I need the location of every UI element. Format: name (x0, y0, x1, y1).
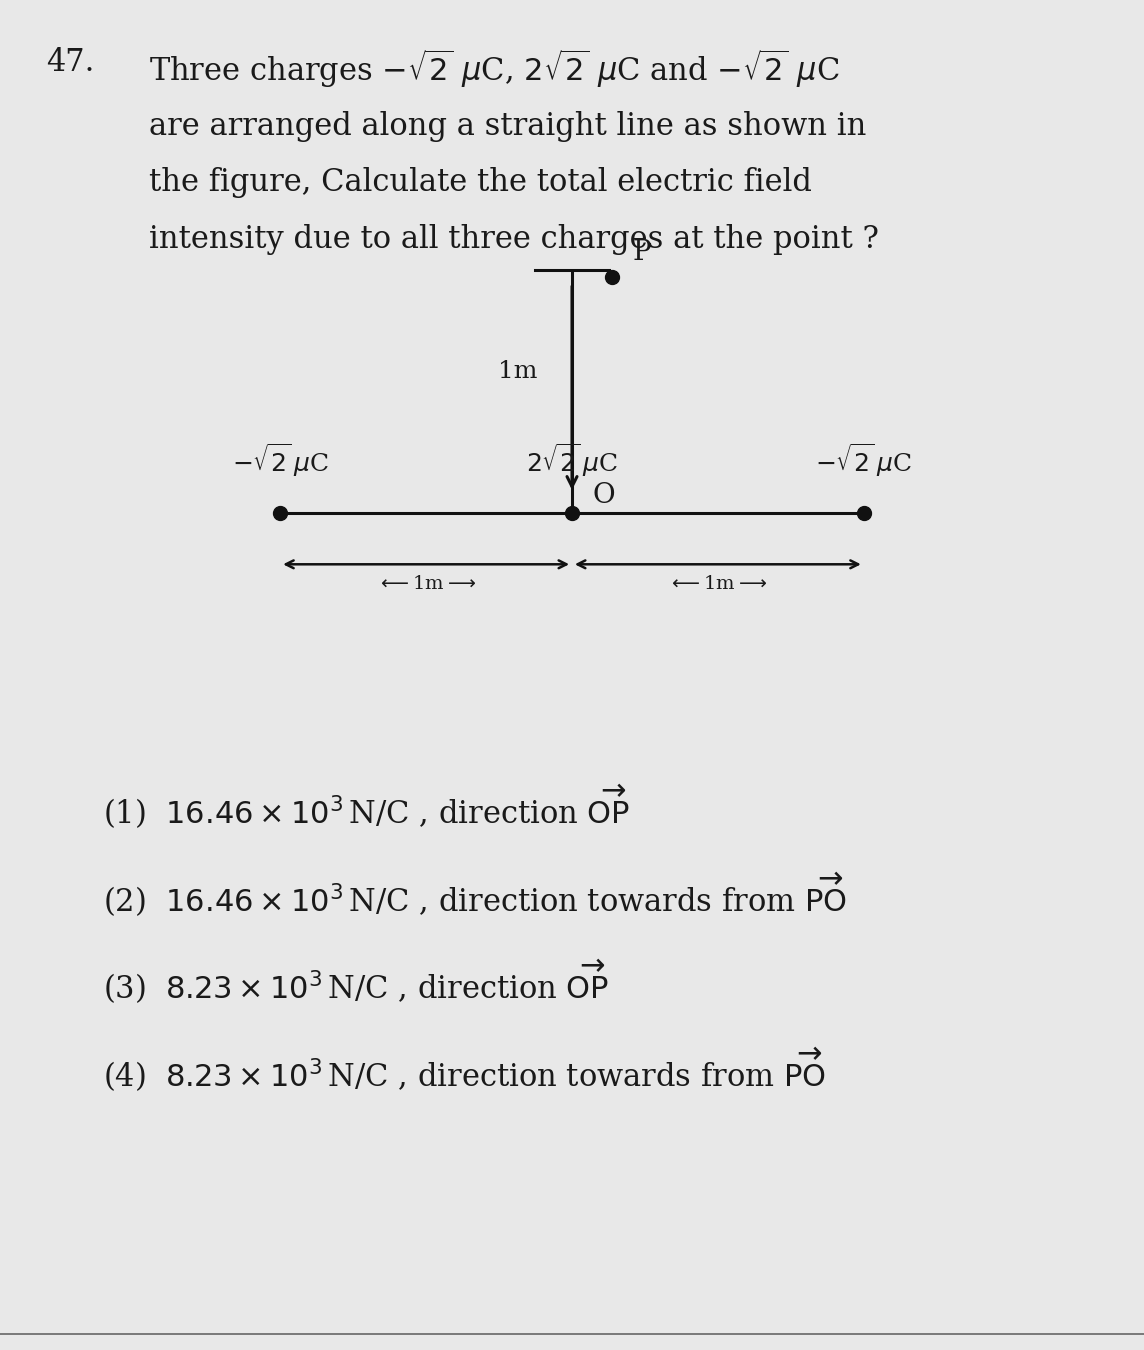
Text: $-\sqrt{2}\,\mu$C: $-\sqrt{2}\,\mu$C (232, 441, 328, 479)
Text: the figure, Calculate the total electric field: the figure, Calculate the total electric… (149, 167, 811, 198)
Point (855, 502, 873, 524)
Text: intensity due to all three charges at the point ?: intensity due to all three charges at th… (149, 224, 879, 255)
Text: $-\sqrt{2}\,\mu$C: $-\sqrt{2}\,\mu$C (816, 441, 912, 479)
Text: (4)  $8.23\times10^3\,$N/C , direction towards from $\overrightarrow{\mathrm{PO}: (4) $8.23\times10^3\,$N/C , direction to… (103, 1046, 826, 1095)
Text: $\longleftarrow$1m$\longrightarrow$: $\longleftarrow$1m$\longrightarrow$ (668, 575, 768, 593)
Text: (1)  $16.46\times10^3\,$N/C , direction $\overrightarrow{\mathrm{OP}}$: (1) $16.46\times10^3\,$N/C , direction $… (103, 783, 630, 832)
Text: (2)  $16.46\times10^3\,$N/C , direction towards from $\overrightarrow{\mathrm{PO: (2) $16.46\times10^3\,$N/C , direction t… (103, 871, 847, 919)
Point (603, 266, 621, 288)
Text: $2\sqrt{2}\,\mu$C: $2\sqrt{2}\,\mu$C (526, 441, 618, 479)
Text: $\longleftarrow$1m$\longrightarrow$: $\longleftarrow$1m$\longrightarrow$ (376, 575, 476, 593)
Text: O: O (593, 482, 615, 509)
Point (563, 502, 581, 524)
Text: 1m: 1m (499, 359, 538, 383)
Text: are arranged along a straight line as shown in: are arranged along a straight line as sh… (149, 111, 866, 142)
Text: P: P (633, 239, 651, 266)
Text: 47.: 47. (46, 47, 94, 78)
Point (271, 502, 289, 524)
Text: (3)  $8.23\times10^3\,$N/C , direction $\overrightarrow{\mathrm{OP}}$: (3) $8.23\times10^3\,$N/C , direction $\… (103, 958, 610, 1007)
Text: Three charges $-\sqrt{2}\ \mu$C, $2\sqrt{2}\ \mu$C and $-\sqrt{2}\ \mu$C: Three charges $-\sqrt{2}\ \mu$C, $2\sqrt… (149, 47, 840, 90)
